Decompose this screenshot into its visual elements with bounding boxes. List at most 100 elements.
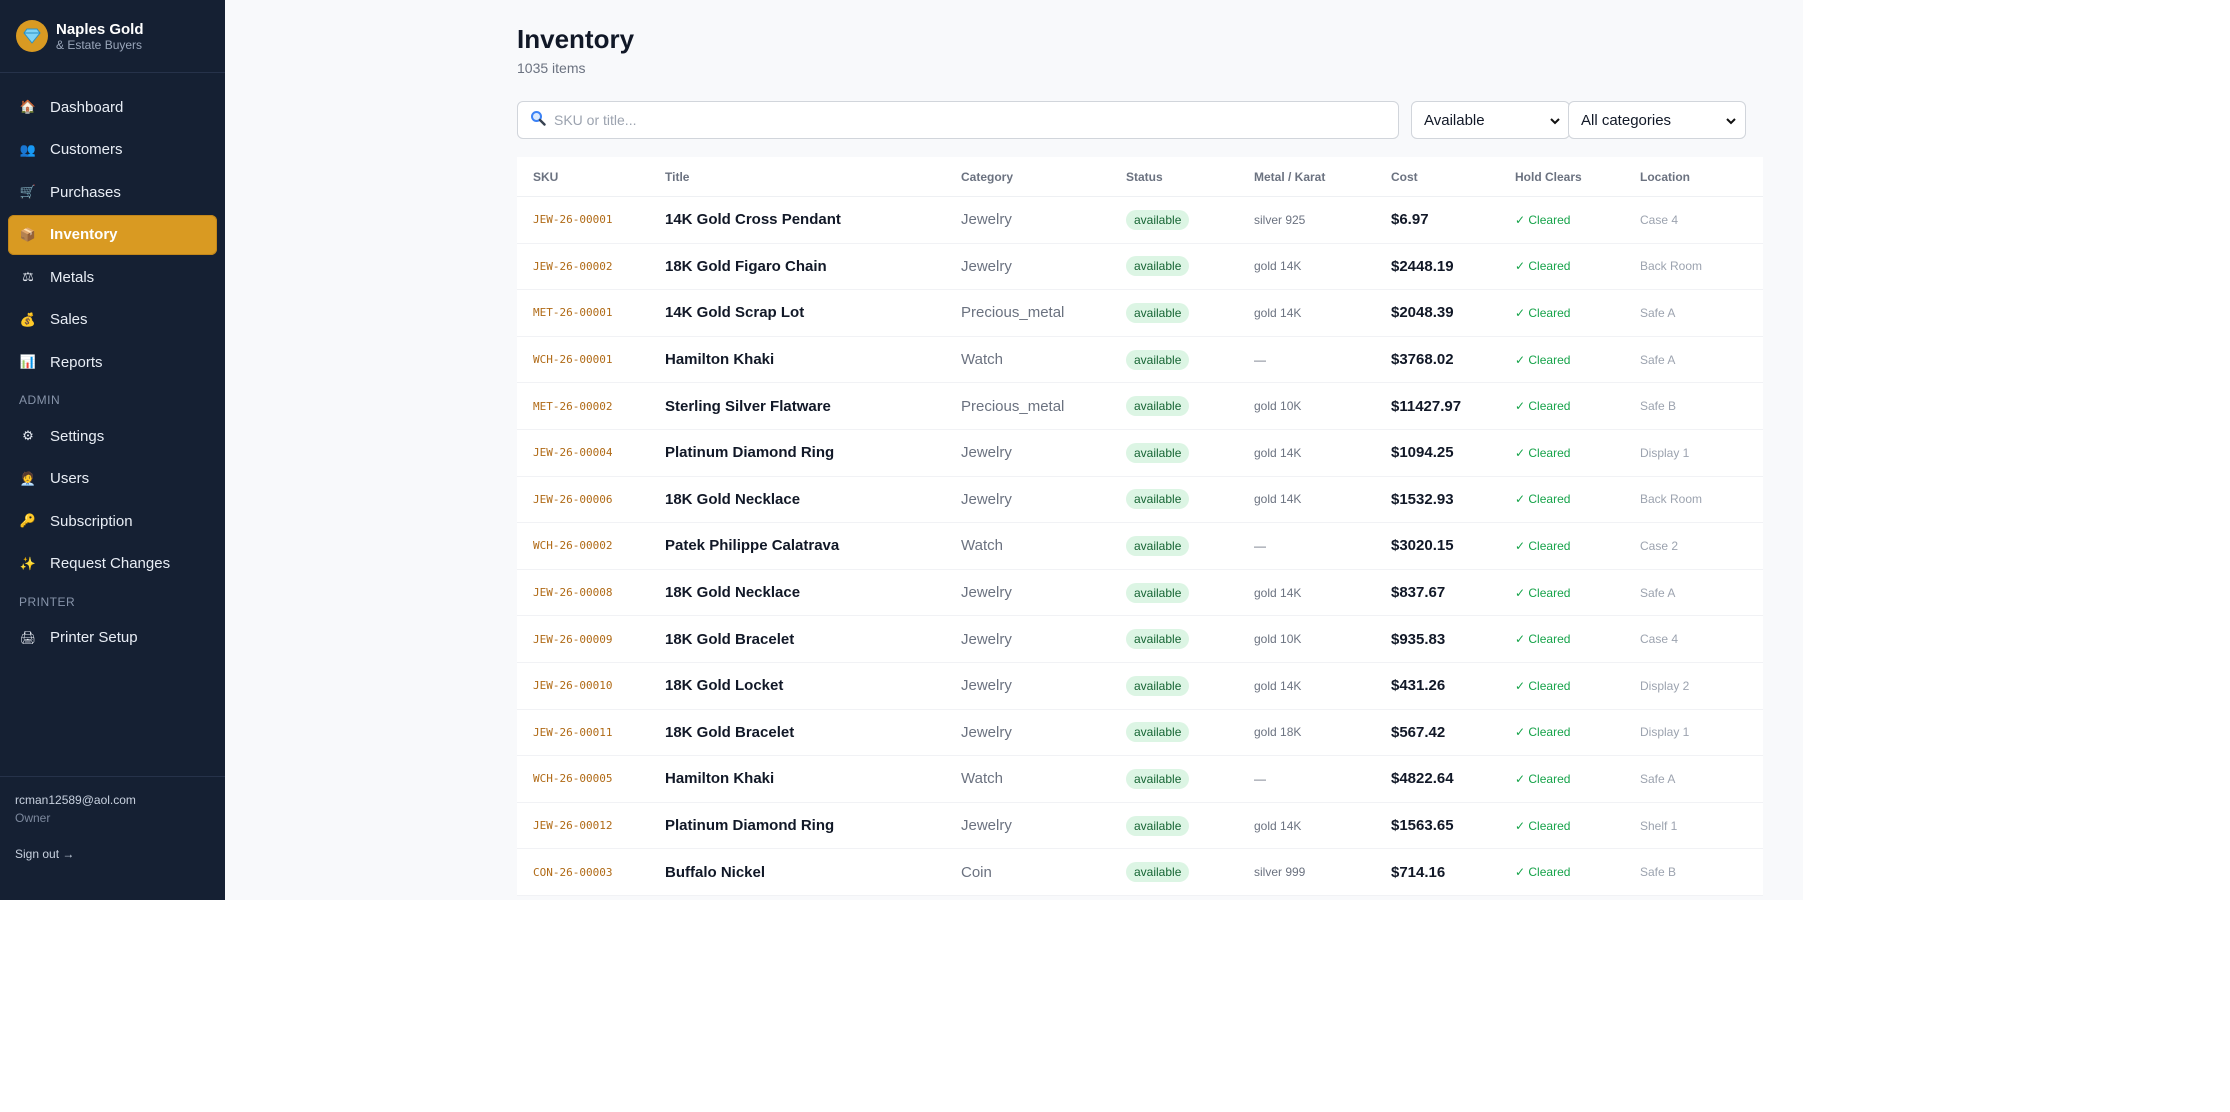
sidebar-item-metals[interactable]: ⚖ Metals (8, 257, 217, 297)
metal-karat-cell: gold 14K (1254, 585, 1302, 600)
category-cell: Watch (961, 770, 1003, 788)
cost-cell: $1532.93 (1391, 490, 1454, 508)
table-row[interactable]: JEW-26-00002 18K Gold Figaro Chain Jewelry… (517, 244, 1763, 291)
hold-clears-cell: ✓ Cleared (1515, 305, 1571, 320)
cost-cell: $2448.19 (1391, 257, 1454, 275)
sidebar-item-label: Metals (50, 268, 95, 286)
status-filter-select[interactable]: Available (1411, 101, 1570, 139)
category-cell: Jewelry (961, 817, 1012, 835)
metal-karat-cell: gold 10K (1254, 399, 1302, 414)
sidebar-item-users[interactable]: 🧑‍💼 Users (8, 459, 217, 499)
category-cell: Jewelry (961, 257, 1012, 275)
sidebar-item-label: Reports (50, 353, 103, 371)
table-row[interactable]: WCH-26-00002 Patek Philippe Calatrava Watc… (517, 523, 1763, 570)
table-row[interactable]: JEW-26-00001 14K Gold Cross Pendant Jewelr… (517, 197, 1763, 244)
status-cell: available (1126, 815, 1254, 836)
item-count: 1035 items (517, 60, 586, 76)
hold-clears-cell: ✓ Cleared (1515, 399, 1571, 414)
metal-karat-cell: gold 14K (1254, 259, 1302, 274)
hold-clears-cell: ✓ Cleared (1515, 771, 1571, 786)
sidebar-item-settings[interactable]: ⚙ Settings (8, 416, 217, 456)
column-header[interactable]: Metal / Karat (1254, 169, 1326, 184)
hold-clears-cell: ✓ Cleared (1515, 725, 1571, 740)
metal-karat-cell: gold 14K (1254, 305, 1302, 320)
sku-cell: MET-26-00002 (533, 399, 613, 413)
scale-icon: ⚖ (22, 269, 34, 284)
search-input[interactable] (554, 112, 1374, 128)
status-cell: available (1126, 768, 1254, 789)
page-title: Inventory (517, 24, 635, 54)
user-badge-icon: 🧑‍💼 (19, 470, 37, 486)
sidebar-item-reports[interactable]: 📊 Reports (8, 342, 217, 382)
location-cell: Safe B (1640, 865, 1677, 880)
table-row[interactable]: JEW-26-00004 Platinum Diamond Ring Jewelry… (517, 430, 1763, 477)
column-header[interactable]: Cost (1391, 169, 1418, 184)
column-header[interactable]: Category (961, 169, 1014, 184)
status-badge: available (1126, 768, 1190, 789)
table-row[interactable]: MET-26-00001 14K Gold Scrap Lot Precious_m… (517, 290, 1763, 337)
table-row[interactable]: JEW-26-00006 18K Gold Necklace Jewelry avai… (517, 477, 1763, 524)
table-row[interactable]: JEW-26-00010 18K Gold Locket Jewelry availa… (517, 663, 1763, 710)
sidebar-item-customers[interactable]: 👥 Customers (8, 130, 217, 170)
sidebar-item-dashboard[interactable]: 🏠 Dashboard (8, 87, 217, 127)
printer-nav: 🖨 Printer Setup (0, 614, 225, 658)
sidebar-item-printer-setup[interactable]: 🖨 Printer Setup (8, 618, 217, 658)
status-badge: available (1126, 722, 1190, 743)
sidebar-item-request-changes[interactable]: ✨ Request Changes (8, 544, 217, 584)
hold-clears-cell: ✓ Cleared (1515, 585, 1571, 600)
sidebar-item-label: Inventory (50, 226, 118, 243)
sign-out-link[interactable]: Sign out → (15, 847, 75, 861)
category-cell: Jewelry (961, 630, 1012, 648)
table-row[interactable]: WCH-26-00001 Hamilton Khaki Watch available… (517, 337, 1763, 384)
status-badge: available (1126, 862, 1190, 883)
cost-cell: $431.26 (1391, 677, 1446, 695)
location-cell: Back Room (1640, 492, 1703, 507)
column-header[interactable]: Title (665, 169, 690, 184)
sidebar-item-sales[interactable]: 💰 Sales (8, 300, 217, 340)
table-row[interactable]: JEW-26-00008 18K Gold Necklace Jewelry avai… (517, 570, 1763, 617)
sidebar-item-inventory[interactable]: 📦 Inventory (8, 214, 217, 255)
status-badge: available (1126, 535, 1190, 556)
column-header[interactable]: Status (1126, 169, 1163, 184)
title-cell: 18K Gold Necklace (665, 490, 801, 508)
table-row[interactable]: WCH-26-00005 Hamilton Khaki Watch available… (517, 756, 1763, 803)
sku-cell: JEW-26-00004 (533, 446, 613, 460)
sidebar-item-label: Users (50, 470, 90, 487)
sidebar-item-label: Settings (50, 427, 105, 445)
search-box[interactable] (517, 101, 1399, 139)
column-header[interactable]: Hold Clears (1515, 169, 1582, 184)
table-row[interactable]: JEW-26-00009 18K Gold Bracelet Jewelry avai… (517, 616, 1763, 663)
status-cell: available (1126, 442, 1254, 463)
location-cell: Display 1 (1640, 445, 1690, 460)
metal-karat-cell: — (1254, 771, 1266, 786)
category-cell: Jewelry (961, 584, 1012, 602)
location-cell: Safe A (1640, 771, 1676, 786)
table-row[interactable]: JEW-26-00012 Platinum Diamond Ring Jewelry… (517, 803, 1763, 850)
cost-cell: $3768.02 (1391, 351, 1454, 369)
sidebar-item-subscription[interactable]: 🔑 Subscription (8, 501, 217, 541)
table-row[interactable]: MET-26-00002 Sterling Silver Flatware Prec… (517, 383, 1763, 430)
sidebar-item-purchases[interactable]: 🛒 Purchases (8, 172, 217, 212)
category-cell: Jewelry (961, 211, 1012, 229)
location-cell: Case 2 (1640, 538, 1679, 553)
hold-clears-cell: ✓ Cleared (1515, 632, 1571, 647)
brand[interactable]: Naples Gold & Estate Buyers (0, 0, 225, 73)
hold-clears-cell: ✓ Cleared (1515, 352, 1571, 367)
people-icon: 👥 (19, 141, 37, 157)
column-header[interactable]: Location (1640, 169, 1690, 184)
metal-karat-cell: gold 14K (1254, 492, 1302, 507)
table-row[interactable]: JEW-26-00011 18K Gold Bracelet Jewelry avai… (517, 710, 1763, 757)
title-cell: Patek Philippe Calatrava (665, 537, 840, 555)
user-email: rcman12589@aol.com (15, 793, 136, 807)
status-badge: available (1126, 675, 1190, 696)
category-filter-select[interactable]: All categories (1568, 101, 1746, 139)
column-header[interactable]: SKU (533, 169, 559, 184)
status-cell: available (1126, 629, 1254, 650)
location-cell: Case 4 (1640, 212, 1679, 227)
title-cell: 14K Gold Scrap Lot (665, 304, 805, 322)
table-row[interactable]: CON-26-00003 Buffalo Nickel Coin available s… (517, 849, 1763, 896)
metal-karat-cell: gold 18K (1254, 725, 1302, 740)
brand-subtitle: & Estate Buyers (56, 37, 143, 52)
cost-cell: $1563.65 (1391, 817, 1454, 835)
category-cell: Jewelry (961, 677, 1012, 695)
